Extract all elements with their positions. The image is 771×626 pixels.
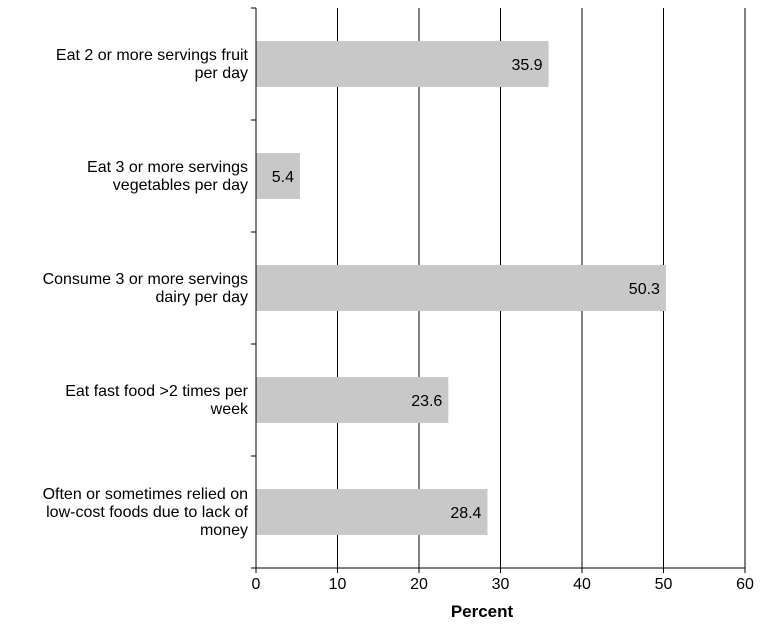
category-label-3-line-1: week	[210, 401, 249, 418]
x-tick-label-60: 60	[736, 576, 754, 593]
axes: 0 10 20 30 40 50 60	[251, 7, 754, 593]
category-label-0: Eat 2 or more servings fruit per day	[56, 47, 249, 82]
category-labels: Eat 2 or more servings fruit per day Eat 3…	[43, 47, 249, 539]
category-label-1: Eat 3 or more servings vegetables per day	[87, 159, 248, 194]
x-tick-label-50: 50	[655, 576, 673, 593]
category-label-3: Eat fast food >2 times per week	[65, 383, 249, 418]
category-label-0-line-1: per day	[195, 65, 248, 82]
category-label-2-line-1: dairy per day	[156, 289, 249, 306]
category-label-3-line-0: Eat fast food >2 times per	[65, 383, 248, 400]
category-label-1-line-1: vegetables per day	[113, 177, 248, 194]
bar-4	[256, 489, 488, 535]
category-label-0-line-0: Eat 2 or more servings fruit	[56, 47, 249, 64]
category-label-4-line-1: low-cost foods due to lack of	[46, 504, 248, 521]
x-axis-title: Percent	[451, 602, 514, 621]
category-label-4: Often or sometimes relied on low-cost foo…	[43, 486, 249, 539]
data-label-0: 35.9	[511, 57, 542, 74]
category-label-4-line-0: Often or sometimes relied on	[43, 486, 248, 503]
data-label-3: 23.6	[411, 393, 442, 410]
x-tick-label-20: 20	[410, 576, 428, 593]
x-tick-label-0: 0	[252, 576, 261, 593]
bar-1	[256, 153, 301, 199]
category-label-2-line-0: Consume 3 or more servings	[43, 271, 248, 288]
x-tick-label-10: 10	[329, 576, 347, 593]
bar-0	[256, 41, 549, 87]
category-label-2: Consume 3 or more servings dairy per day	[43, 271, 248, 306]
x-tick-label-30: 30	[492, 576, 510, 593]
bars: 35.9 5.4 50.3 23.6 28.4	[256, 41, 666, 535]
category-label-1-line-0: Eat 3 or more servings	[87, 159, 248, 176]
data-label-4: 28.4	[450, 505, 481, 522]
bar-2	[256, 265, 666, 311]
category-label-4-line-2: money	[200, 522, 248, 539]
bar-3	[256, 377, 449, 423]
data-label-1: 5.4	[272, 169, 294, 186]
data-label-2: 50.3	[629, 281, 660, 298]
x-tick-label-40: 40	[573, 576, 591, 593]
